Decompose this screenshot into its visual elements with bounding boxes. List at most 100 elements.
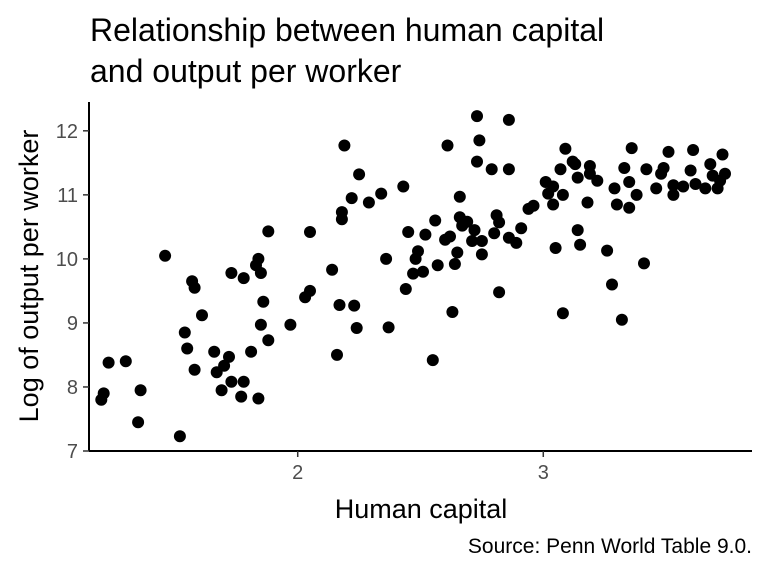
data-point-66	[448, 258, 461, 270]
data-point-124	[662, 145, 675, 158]
data-point-78	[475, 235, 488, 247]
data-point-116	[623, 201, 636, 214]
data-point-48	[375, 187, 388, 200]
data-point-1	[97, 387, 110, 400]
x-axis-title: Human capital	[335, 494, 508, 524]
data-point-111	[608, 182, 621, 195]
data-point-49	[380, 252, 393, 265]
data-point-121	[650, 182, 663, 195]
data-point-21	[235, 390, 248, 403]
data-point-12	[188, 363, 201, 376]
data-point-75	[471, 110, 483, 123]
data-point-112	[610, 198, 623, 211]
data-point-17	[218, 359, 231, 372]
data-point-94	[547, 198, 560, 211]
data-point-103	[571, 224, 584, 237]
data-point-125	[667, 179, 680, 192]
data-point-114	[618, 162, 631, 174]
data-point-64	[444, 230, 456, 243]
data-point-54	[407, 267, 420, 280]
data-point-20	[225, 267, 238, 279]
data-point-105	[581, 196, 594, 209]
data-point-102	[571, 171, 584, 184]
ticks-layer: 7 8 9 10 11 12 2 3	[56, 121, 549, 484]
data-point-131	[699, 182, 712, 195]
data-point-72	[466, 235, 479, 247]
data-point-85	[502, 163, 515, 176]
data-point-107	[583, 167, 596, 180]
data-point-77	[475, 248, 488, 261]
data-point-71	[461, 215, 474, 228]
data-point-132	[704, 158, 717, 171]
data-point-43	[345, 192, 358, 205]
source-caption: Source: Penn World Table 9.0.	[467, 535, 752, 558]
y-tick-label-10: 10	[56, 249, 78, 271]
data-point-82	[493, 216, 506, 229]
data-point-98	[556, 188, 569, 201]
data-point-123	[657, 162, 670, 174]
data-point-127	[677, 180, 690, 193]
data-point-18	[223, 350, 235, 363]
data-point-39	[333, 299, 346, 311]
data-point-52	[399, 283, 412, 295]
y-axis-title: Log of output per worker	[14, 130, 44, 423]
data-point-130	[689, 178, 702, 190]
data-point-7	[173, 430, 186, 443]
data-point-87	[510, 236, 523, 249]
data-point-4	[132, 416, 145, 429]
data-point-104	[574, 238, 587, 251]
y-tick-label-7: 7	[67, 441, 78, 463]
data-point-60	[429, 214, 442, 227]
data-point-53	[402, 226, 415, 238]
data-point-73	[468, 224, 481, 237]
data-point-42	[338, 139, 351, 152]
data-point-56	[412, 245, 424, 258]
data-point-14	[208, 345, 221, 358]
data-point-38	[331, 348, 343, 361]
data-point-83	[493, 286, 506, 299]
data-point-115	[623, 176, 636, 188]
data-point-113	[615, 313, 628, 326]
data-point-30	[257, 295, 270, 308]
points-layer	[95, 110, 731, 443]
data-point-37	[326, 263, 339, 276]
data-point-119	[638, 257, 650, 270]
data-point-110	[606, 278, 618, 291]
data-point-90	[527, 199, 540, 212]
data-point-80	[488, 227, 501, 240]
data-point-32	[262, 334, 275, 347]
data-point-88	[515, 222, 528, 235]
y-tick-label-11: 11	[57, 185, 78, 207]
data-point-59	[426, 354, 439, 367]
data-point-136	[716, 148, 729, 161]
data-point-117	[625, 142, 638, 155]
data-point-126	[667, 188, 680, 201]
chart-title-line-2: and output per worker	[90, 53, 402, 89]
data-point-67	[451, 246, 464, 259]
data-point-120	[640, 163, 653, 176]
data-point-23	[237, 272, 250, 285]
data-point-65	[446, 306, 459, 318]
data-point-26	[252, 252, 265, 265]
data-point-36	[304, 226, 316, 238]
data-point-109	[601, 244, 614, 257]
data-point-44	[348, 299, 361, 312]
data-point-47	[362, 196, 375, 209]
data-point-74	[471, 155, 483, 168]
data-point-50	[382, 321, 395, 334]
x-tick-label-2: 2	[292, 462, 303, 484]
y-tick-label-12: 12	[56, 121, 78, 143]
data-point-28	[254, 267, 267, 279]
data-point-61	[431, 259, 444, 272]
data-point-29	[254, 318, 267, 331]
data-point-8	[178, 326, 191, 339]
data-point-97	[556, 307, 569, 320]
data-point-2	[102, 356, 115, 369]
data-point-22	[237, 375, 250, 388]
data-point-3	[119, 355, 132, 368]
data-point-16	[215, 384, 228, 397]
y-tick-label-8: 8	[67, 377, 78, 399]
data-point-93	[547, 180, 560, 193]
data-point-19	[225, 375, 238, 388]
